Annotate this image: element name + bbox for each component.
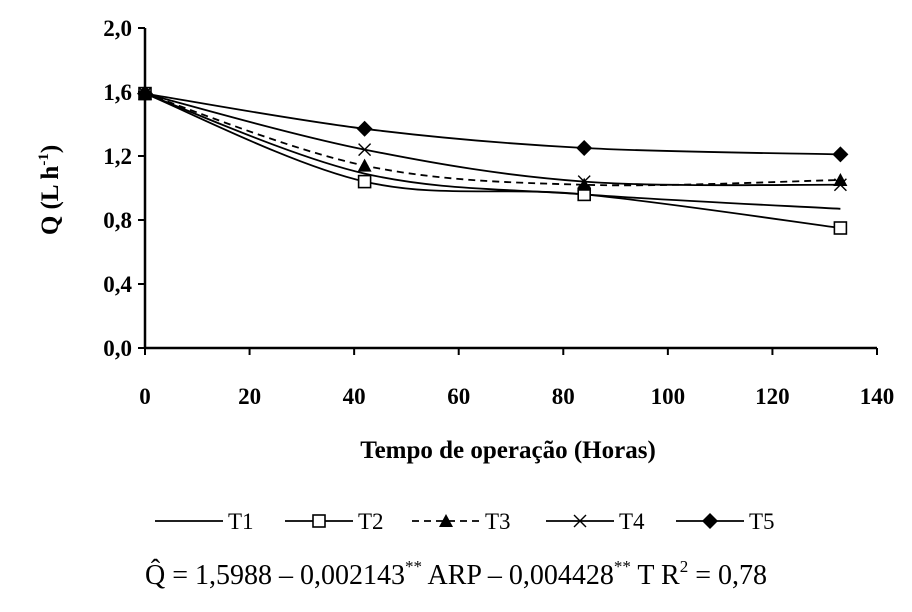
equation-part-1: = 1,5988 – 0,002143 <box>165 560 406 591</box>
series-layer <box>137 85 849 235</box>
regression-equation: Q̂ = 1,5988 – 0,002143** ARP – 0,004428*… <box>0 557 912 592</box>
legend-marker-t4 <box>573 514 587 528</box>
cross-stroke <box>577 175 591 189</box>
legend-item-t1: T1 <box>155 509 254 534</box>
data-point-t2 <box>357 174 372 189</box>
series-line-t2 <box>144 92 841 229</box>
x-axis-title: Tempo de operação (Horas) <box>360 437 656 464</box>
x-tick-label: 140 <box>860 384 895 409</box>
y-tick-label: 1,6 <box>103 80 132 105</box>
data-point-t3 <box>577 177 592 191</box>
equation-part-2: ARP – 0,004428 <box>422 560 614 591</box>
data-point-t4 <box>833 178 847 192</box>
data-point-t3 <box>833 173 848 186</box>
data-point-t5 <box>832 146 849 163</box>
series-line-t1 <box>144 92 841 210</box>
data-point-t5 <box>356 120 373 137</box>
legend-label-t3: T3 <box>485 509 511 534</box>
legend-marker-t5 <box>702 513 718 529</box>
ticks: 0,0 0,4 0,8 1,2 1,6 2,0 0 20 40 60 80 100 120 140 <box>103 16 894 409</box>
data-point-t2 <box>833 221 848 235</box>
data-point-t5 <box>576 140 593 156</box>
series-t2 <box>138 86 848 235</box>
equation-r2-exp: 2 <box>679 557 689 576</box>
equation-sig-2: ** <box>613 557 631 576</box>
legend-label-t5: T5 <box>749 509 775 534</box>
equation-part-4: = 0,78 <box>688 560 767 591</box>
cross-stroke <box>573 514 587 528</box>
y-tick-label: 0,8 <box>103 208 132 233</box>
y-axis-title-sup: -1 <box>36 153 52 166</box>
data-point-t5 <box>137 85 153 102</box>
series-line-t3 <box>144 92 841 187</box>
y-tick-label: 0,0 <box>103 336 132 361</box>
x-tick-label: 40 <box>343 384 366 409</box>
series-line-t5 <box>144 92 841 156</box>
series-t5 <box>137 85 849 163</box>
legend-item-t2: T2 <box>285 509 384 534</box>
legend: T1 T2 T3 T4 T5 <box>155 509 775 534</box>
equation-sig-1: ** <box>405 557 423 576</box>
y-axis-title: Q (L h-1) <box>36 145 64 235</box>
x-tick-label: 100 <box>651 384 686 409</box>
series-line-t4 <box>144 92 841 187</box>
legend-label-t2: T2 <box>358 509 384 534</box>
y-tick-label: 0,4 <box>103 272 132 297</box>
series-t1 <box>144 92 841 210</box>
y-axis-title-main: Q (L h <box>37 166 64 236</box>
y-axis-title-close: ) <box>37 145 64 153</box>
x-tick-label: 120 <box>755 384 790 409</box>
legend-item-t4: T4 <box>546 509 645 534</box>
equation-part-3: T R <box>630 560 680 591</box>
axes <box>143 28 877 350</box>
data-point-t3 <box>357 158 372 172</box>
legend-label-t1: T1 <box>228 509 254 534</box>
y-tick-label: 1,2 <box>103 144 132 169</box>
y-tick-label: 2,0 <box>103 16 132 41</box>
equation-lhs: Q̂ <box>145 560 166 591</box>
x-tick-label: 20 <box>238 384 261 409</box>
data-point-t4 <box>577 175 591 189</box>
cross-stroke <box>833 178 847 192</box>
x-tick-label: 60 <box>447 384 470 409</box>
legend-item-t5: T5 <box>676 509 775 534</box>
legend-item-t3: T3 <box>412 509 511 534</box>
legend-marker-t3 <box>439 514 453 527</box>
cross-stroke <box>358 143 372 157</box>
legend-label-t4: T4 <box>619 509 645 534</box>
x-tick-label: 80 <box>552 384 575 409</box>
x-tick-label: 0 <box>139 384 151 409</box>
legend-marker-t2 <box>312 514 326 528</box>
data-point-t4 <box>358 143 372 157</box>
